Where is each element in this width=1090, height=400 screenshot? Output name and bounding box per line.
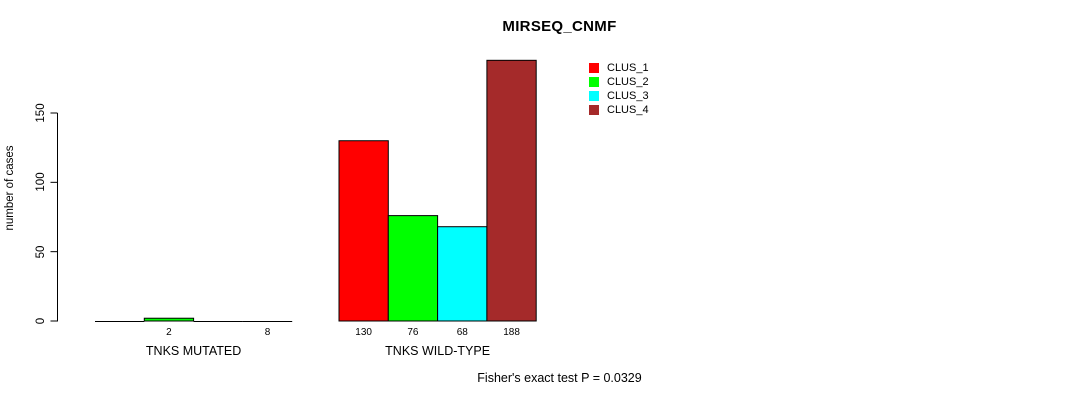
legend-label: CLUS_4 [607, 104, 649, 116]
legend-label: CLUS_3 [607, 90, 649, 102]
legend-item: CLUS_4 [589, 103, 649, 117]
bar-clus_3 [437, 226, 488, 322]
bar-value-label: 76 [407, 327, 419, 338]
bar-value-label: 130 [355, 327, 372, 338]
bar-value-label: 188 [503, 327, 520, 338]
legend-swatch-icon [589, 105, 599, 115]
chart-title: MIRSEQ_CNMF [502, 18, 617, 35]
legend-swatch-icon [589, 91, 599, 101]
bar-value-label: 68 [456, 327, 468, 338]
footnote: Fisher's exact test P = 0.0329 [477, 371, 642, 385]
bar-clus_4 [486, 59, 537, 322]
bar-clus_1 [338, 140, 389, 322]
y-tick-label: 0 [35, 317, 47, 325]
legend-swatch-icon [589, 63, 599, 73]
legend-item: CLUS_1 [589, 61, 649, 75]
y-tick-label: 50 [35, 245, 47, 259]
bar-clus_2 [387, 215, 439, 322]
legend-item: CLUS_2 [589, 75, 649, 89]
y-tick-label: 100 [35, 172, 47, 192]
y-tick-label: 150 [35, 103, 47, 123]
legend: CLUS_1 CLUS_2 CLUS_3 CLUS_4 [589, 61, 649, 117]
bar-value-label: 2 [166, 327, 172, 338]
bar-clus_2 [143, 317, 195, 322]
bar-value-label: 8 [264, 327, 271, 338]
legend-item: CLUS_3 [589, 89, 649, 103]
legend-swatch-icon [589, 77, 599, 87]
x-group-label: TNKS WILD-TYPE [385, 344, 491, 358]
legend-label: CLUS_1 [607, 62, 649, 74]
legend-label: CLUS_2 [607, 76, 649, 88]
x-group-label: TNKS MUTATED [145, 344, 242, 358]
